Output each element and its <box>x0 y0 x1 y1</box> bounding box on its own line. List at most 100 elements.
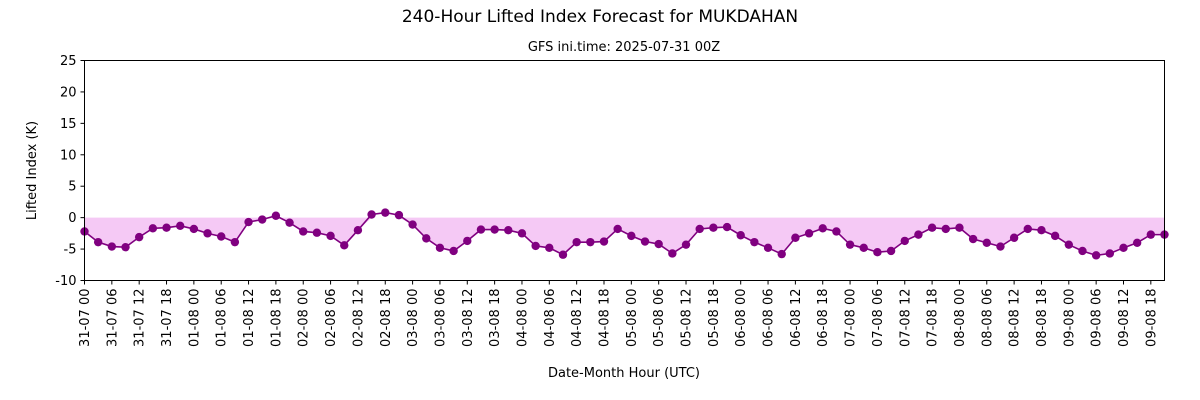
data-point <box>189 224 199 234</box>
data-point <box>722 222 732 232</box>
data-point <box>927 223 937 232</box>
x-tick-label: 31-07 18 <box>160 289 175 347</box>
data-point <box>340 241 349 250</box>
y-tick-label: 20 <box>60 85 77 100</box>
data-point <box>832 227 841 236</box>
data-point <box>572 237 581 247</box>
data-point <box>668 249 677 258</box>
x-tick-label: 06-08 18 <box>816 289 831 347</box>
data-point <box>367 210 376 219</box>
data-point <box>312 228 322 237</box>
x-tick-label: 31-07 06 <box>105 289 120 347</box>
data-point <box>1105 249 1115 258</box>
data-point <box>736 231 745 240</box>
x-tick-label: 04-08 12 <box>570 289 585 347</box>
x-axis-label: Date-Month Hour (UTC) <box>548 366 700 381</box>
x-tick-label: 05-08 00 <box>625 289 640 347</box>
x-tick-label: 03-08 00 <box>406 289 421 347</box>
x-tick-label: 08-08 12 <box>1008 289 1023 347</box>
data-point <box>804 229 814 238</box>
data-point <box>627 231 636 241</box>
data-point <box>599 237 609 246</box>
x-tick-label: 02-08 00 <box>297 289 312 347</box>
x-tick-label: 01-08 00 <box>187 289 202 347</box>
below-zero-fill <box>84 217 1165 256</box>
data-point <box>914 230 923 239</box>
x-tick-label: 06-08 00 <box>734 289 749 347</box>
x-tick-label: 01-08 12 <box>242 289 257 347</box>
data-point <box>777 249 786 259</box>
data-point <box>818 224 827 233</box>
data-point <box>244 217 253 227</box>
data-point <box>271 211 281 220</box>
x-tick-label: 05-08 06 <box>652 289 667 347</box>
x-tick-label: 08-08 06 <box>980 289 995 347</box>
data-point <box>285 218 294 227</box>
data-point <box>859 243 868 253</box>
y-tick-label: -5 <box>64 243 77 258</box>
data-point <box>517 229 527 238</box>
data-point <box>681 240 691 249</box>
data-point <box>217 232 226 241</box>
x-tick-label: 09-08 18 <box>1144 289 1159 347</box>
data-point <box>230 237 240 247</box>
x-tick-label: 09-08 06 <box>1090 289 1105 347</box>
y-tick-label: 25 <box>60 54 77 69</box>
data-point <box>1146 230 1156 239</box>
data-point <box>121 242 130 252</box>
data-point <box>148 224 158 233</box>
x-tick-label: 01-08 06 <box>215 289 230 347</box>
x-tick-label: 09-08 00 <box>1062 289 1077 347</box>
data-point <box>654 239 663 249</box>
data-point <box>709 223 718 232</box>
x-tick-label: 02-08 06 <box>324 289 339 347</box>
data-point <box>203 229 212 238</box>
x-tick-label: 09-08 12 <box>1117 289 1132 347</box>
x-tick-label: 06-08 12 <box>789 289 804 347</box>
data-point <box>545 243 554 253</box>
data-point <box>422 234 431 243</box>
data-point <box>873 248 882 257</box>
x-tick-label: 08-08 00 <box>953 289 968 347</box>
data-point <box>394 210 404 220</box>
data-point <box>1023 224 1032 234</box>
data-point <box>1009 233 1019 242</box>
plot-area <box>84 60 1165 281</box>
data-point <box>476 225 486 234</box>
x-tick-label: 02-08 12 <box>351 289 366 347</box>
x-tick-label: 03-08 06 <box>433 289 448 347</box>
x-tick-label: 08-08 18 <box>1035 289 1050 347</box>
data-point <box>955 223 964 232</box>
data-point <box>1091 251 1101 260</box>
data-point <box>941 224 950 234</box>
data-point <box>463 236 472 246</box>
data-point <box>558 250 568 259</box>
x-tick-label: 05-08 18 <box>707 289 722 347</box>
data-point <box>996 242 1005 251</box>
y-tick-label: 15 <box>60 117 77 132</box>
data-point <box>900 236 909 246</box>
data-point <box>162 223 171 232</box>
x-tick-label: 04-08 00 <box>515 289 530 347</box>
data-point <box>408 220 417 229</box>
data-point <box>695 224 704 234</box>
data-point <box>435 243 445 253</box>
x-tick-label: 03-08 12 <box>461 288 476 346</box>
data-point <box>1050 231 1060 241</box>
chart-subtitle: GFS ini.time: 2025-07-31 00Z <box>528 40 720 55</box>
chart-title: 240-Hour Lifted Index Forecast for MUKDA… <box>402 7 798 27</box>
data-point <box>134 232 144 242</box>
data-point <box>763 243 773 253</box>
x-tick-label: 06-08 06 <box>762 289 777 347</box>
data-point <box>353 226 363 235</box>
x-tick-label: 31-07 00 <box>78 289 93 347</box>
data-point <box>504 226 513 235</box>
x-tick-label: 04-08 18 <box>597 289 612 347</box>
x-tick-label: 07-08 18 <box>926 289 941 347</box>
x-tick-label: 04-08 06 <box>543 289 558 347</box>
y-tick-label: 5 <box>68 180 76 195</box>
x-tick-label: 02-08 18 <box>379 289 394 347</box>
x-axis: 31-07 00 31-07 06 31-07 12 31-07 18 01-08 00… <box>78 280 1159 347</box>
data-point <box>586 237 595 247</box>
